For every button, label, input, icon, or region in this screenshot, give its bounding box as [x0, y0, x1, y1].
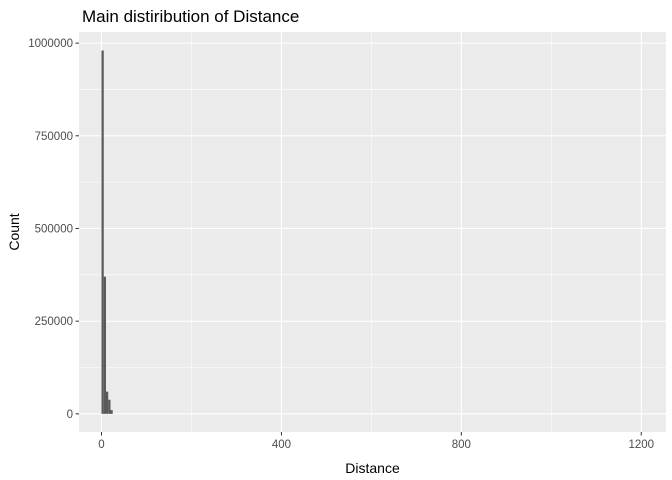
x-tick-label: 400 [272, 439, 291, 451]
histogram-bar [103, 276, 106, 414]
x-tick-label: 1200 [628, 439, 654, 451]
plot-panel [79, 32, 666, 432]
major-gridlines [79, 32, 666, 432]
histogram-bars [101, 50, 113, 414]
y-tick-label: 1000000 [28, 38, 73, 50]
chart-title: Main distiribution of Distance [82, 7, 299, 26]
y-axis-title: Count [6, 213, 22, 250]
y-tick-label: 500000 [35, 223, 73, 235]
histogram-bar [101, 50, 104, 414]
minor-gridlines [79, 32, 666, 432]
y-tick-label: 750000 [35, 131, 73, 143]
y-tick-label: 250000 [35, 316, 73, 328]
x-axis: 0 400 800 1200 [98, 432, 654, 451]
histogram-bar [108, 399, 111, 414]
y-tick-label: 0 [67, 409, 73, 421]
y-axis: 0 250000 500000 750000 1000000 [28, 38, 79, 421]
histogram-bar [105, 391, 109, 414]
x-axis-title: Distance [345, 460, 400, 476]
histogram-bar [110, 410, 113, 414]
x-tick-label: 0 [98, 439, 104, 451]
x-tick-label: 800 [452, 439, 471, 451]
